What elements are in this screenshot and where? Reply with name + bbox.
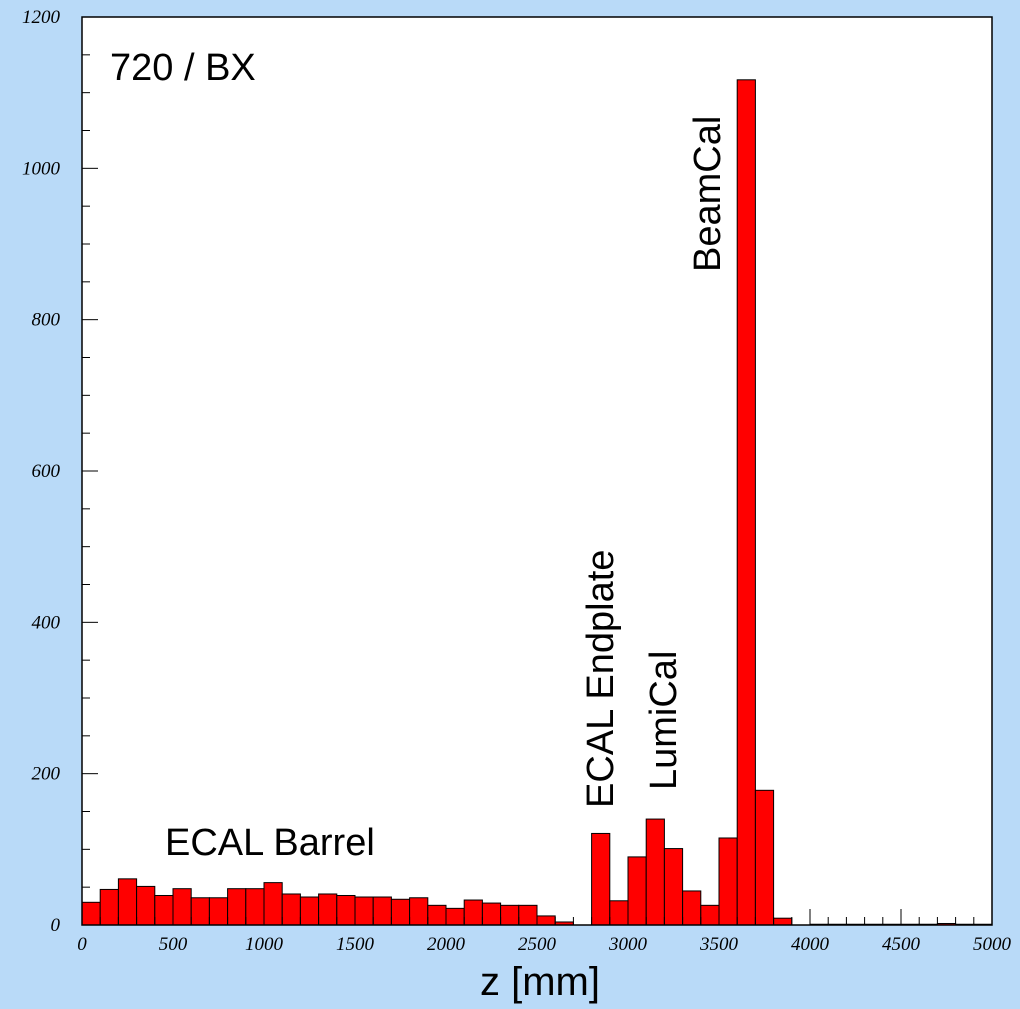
histogram-bin <box>518 904 538 926</box>
x-tick-label: 2000 <box>427 934 466 955</box>
y-tick-label: 400 <box>32 612 61 633</box>
y-tick-label: 600 <box>32 461 61 482</box>
histogram-bin <box>318 893 338 926</box>
histogram-bin <box>208 897 229 926</box>
histogram-bin <box>263 882 283 926</box>
x-tick-label: 4000 <box>791 934 830 955</box>
x-tick-label: 4500 <box>882 934 921 955</box>
histogram-bin <box>99 888 119 926</box>
x-tick-label: 5000 <box>973 934 1012 955</box>
x-tick-label: 0 <box>77 934 87 955</box>
histogram-bin <box>390 898 411 926</box>
y-tick-label: 200 <box>32 764 61 785</box>
x-tick-label: 500 <box>159 934 188 955</box>
histogram-bin <box>536 915 556 926</box>
histogram-bin <box>154 894 174 926</box>
x-tick-label: 2500 <box>518 934 557 955</box>
y-tick-label: 1200 <box>22 7 61 28</box>
histogram-bin <box>409 897 429 926</box>
x-tick-label: 1000 <box>245 934 284 955</box>
histogram-bin <box>81 901 101 926</box>
histogram-bin <box>736 79 756 926</box>
histogram-bin <box>281 893 301 926</box>
histogram-bin <box>463 899 483 926</box>
histogram-bin <box>645 818 665 926</box>
plot-area <box>82 17 992 925</box>
annotation-beamcal: BeamCal <box>687 116 729 272</box>
x-axis: 0 500 1000 1500 2000 2500 3000 3500 4000 4500 5000 <box>77 909 1012 955</box>
histogram-bin <box>227 888 247 926</box>
annotation-ecal-barrel: ECAL Barrel <box>165 822 375 864</box>
histogram-bin <box>336 894 356 926</box>
histogram-bin <box>445 907 465 926</box>
y-tick-label: 0 <box>51 915 61 936</box>
histogram-bin <box>299 896 320 926</box>
histogram-bin <box>117 878 138 926</box>
histogram-bin <box>481 902 502 926</box>
histogram-bin <box>591 832 611 926</box>
x-tick-label: 3500 <box>699 934 739 955</box>
x-axis-label: z [mm] <box>480 960 600 1004</box>
histogram-bin <box>245 888 265 926</box>
y-tick-label: 800 <box>32 310 61 331</box>
annotation-ecal-endplate: ECAL Endplate <box>580 550 622 808</box>
x-tick-label: 3000 <box>608 934 648 955</box>
histogram-bin <box>609 900 629 926</box>
histogram-bin <box>172 888 192 926</box>
histogram-bin <box>682 890 702 926</box>
histogram-bin <box>136 885 156 926</box>
x-tick-label: 1500 <box>336 934 375 955</box>
histogram-bin <box>354 896 374 926</box>
histogram-bin <box>663 848 684 926</box>
annotation-720-bx: 720 / BX <box>110 47 256 89</box>
y-tick-label: 1000 <box>22 158 61 179</box>
histogram-bin <box>700 904 720 926</box>
y-axis: 0 200 400 600 800 1000 1200 <box>22 7 98 936</box>
annotation-lumical: LumiCal <box>643 651 685 790</box>
histogram-bin <box>190 897 210 926</box>
histogram-bin <box>500 904 520 926</box>
histogram-bin <box>627 856 647 926</box>
histogram-bin <box>372 896 392 926</box>
histogram-bin <box>427 904 447 926</box>
histogram-bars <box>81 79 993 926</box>
histogram-bin <box>773 917 793 926</box>
histogram-bin <box>754 789 775 926</box>
histogram-bin <box>718 837 738 926</box>
